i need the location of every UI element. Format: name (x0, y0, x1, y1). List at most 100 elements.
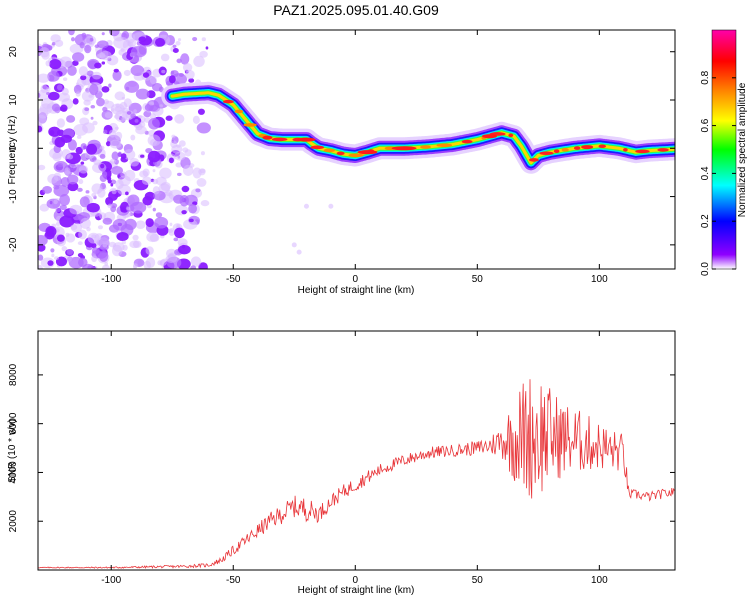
noise-blob (78, 179, 84, 185)
noise-blob (152, 178, 159, 185)
noise-blob (114, 91, 126, 101)
noise-blob (49, 58, 62, 70)
noise-blob (55, 221, 61, 226)
noise-blob (40, 84, 49, 94)
ridge-peak (561, 148, 569, 152)
noise-blob (142, 196, 153, 206)
noise-blob (91, 242, 97, 249)
noise-blob (53, 256, 60, 261)
noise-blob (126, 207, 131, 211)
noise-blob (184, 149, 192, 157)
noise-blob (97, 225, 103, 230)
noise-blob (39, 203, 49, 212)
noise-blob (145, 246, 154, 255)
noise-blob (154, 37, 166, 47)
noise-blob (159, 104, 163, 108)
ridge-peak (357, 150, 378, 155)
spectrogram-x-label: Height of straight line (km) (298, 285, 415, 296)
noise-blob (182, 63, 193, 72)
snr-x-label: Height of straight line (km) (298, 585, 415, 596)
ridge-peak (348, 153, 364, 158)
noise-blob (100, 163, 105, 169)
noise-blob (201, 37, 206, 42)
colorbar-ticks: 0.0 0.2 0.4 0.6 0.8 (700, 70, 736, 276)
noise-blob (110, 108, 115, 112)
noise-blob (139, 170, 149, 178)
noise-blob (105, 141, 111, 147)
noise-blob (111, 151, 119, 161)
noise-blob (160, 181, 171, 191)
noise-blob (101, 86, 110, 93)
noise-blob (169, 222, 173, 227)
noise-blob (127, 39, 137, 48)
noise-blob (180, 53, 190, 65)
snr-axes: -100 -50 0 50 100 2000 4000 6000 8000 (8, 331, 675, 586)
noise-blob (60, 134, 72, 143)
noise-blob (38, 243, 46, 252)
noise-blob (168, 157, 174, 164)
noise-blob (46, 92, 50, 96)
noise-blob (56, 234, 65, 242)
snr-y-tick-label: 4000 (8, 461, 19, 484)
noise-blob (122, 244, 128, 251)
noise-blob (303, 203, 309, 209)
noise-blob (114, 131, 123, 141)
noise-blob (60, 177, 70, 187)
snr-y-tick-label: 8000 (8, 363, 19, 386)
noise-blob (174, 204, 189, 216)
colorbar-tick-label: 0.0 (700, 262, 711, 276)
noise-blob (70, 224, 78, 231)
noise-blob (57, 162, 64, 168)
noise-blob (91, 255, 97, 263)
noise-blob (160, 53, 170, 62)
noise-blob (148, 101, 155, 106)
noise-blob (109, 158, 117, 165)
noise-blob (145, 257, 156, 268)
noise-blob (178, 72, 184, 77)
noise-blob (59, 106, 64, 111)
noise-blob (48, 126, 61, 137)
ridge-peak (482, 134, 498, 139)
colorbar-tick-label: 0.8 (700, 70, 711, 84)
noise-blob (147, 150, 161, 163)
ridge-peak (297, 137, 316, 142)
spectrogram-y-label: Frequency (Hz) (7, 116, 18, 185)
noise-blob (146, 232, 159, 243)
ridge-peak (262, 135, 273, 140)
noise-blob (38, 92, 41, 98)
ridge-peak (310, 145, 325, 150)
noise-blob (138, 36, 147, 43)
ridge-peak (234, 109, 244, 114)
noise-blob (66, 248, 74, 256)
colorbar: 0.0 0.2 0.4 0.6 0.8 Normalized spectral ampl… (700, 29, 748, 276)
noise-blob (190, 256, 202, 267)
noise-blob (123, 149, 136, 160)
noise-blob (66, 115, 76, 123)
noise-blob (132, 234, 139, 241)
noise-blob (61, 87, 69, 96)
noise-blob (102, 217, 113, 225)
noise-blob (177, 172, 182, 177)
noise-blob (53, 185, 60, 190)
noise-blob (109, 139, 122, 149)
noise-blob (113, 114, 121, 119)
noise-blob (188, 78, 195, 83)
noise-blob (94, 62, 102, 69)
noise-blob (176, 223, 181, 228)
ridge-peak (508, 133, 514, 138)
ridge-peak (573, 146, 581, 150)
noise-blob (154, 216, 169, 229)
noise-blob (172, 44, 177, 48)
noise-blob (79, 196, 90, 208)
ridge-peak (623, 147, 628, 152)
noise-blob (176, 58, 182, 64)
noise-blob (190, 265, 197, 269)
noise-blob (177, 245, 191, 255)
noise-blob (160, 234, 165, 239)
noise-blob (81, 32, 87, 38)
noise-blob (92, 120, 98, 126)
noise-blob (84, 44, 92, 54)
noise-blob (53, 199, 58, 205)
ridge-peak (598, 144, 606, 149)
spectrogram-x-tick-label: 100 (591, 274, 608, 285)
